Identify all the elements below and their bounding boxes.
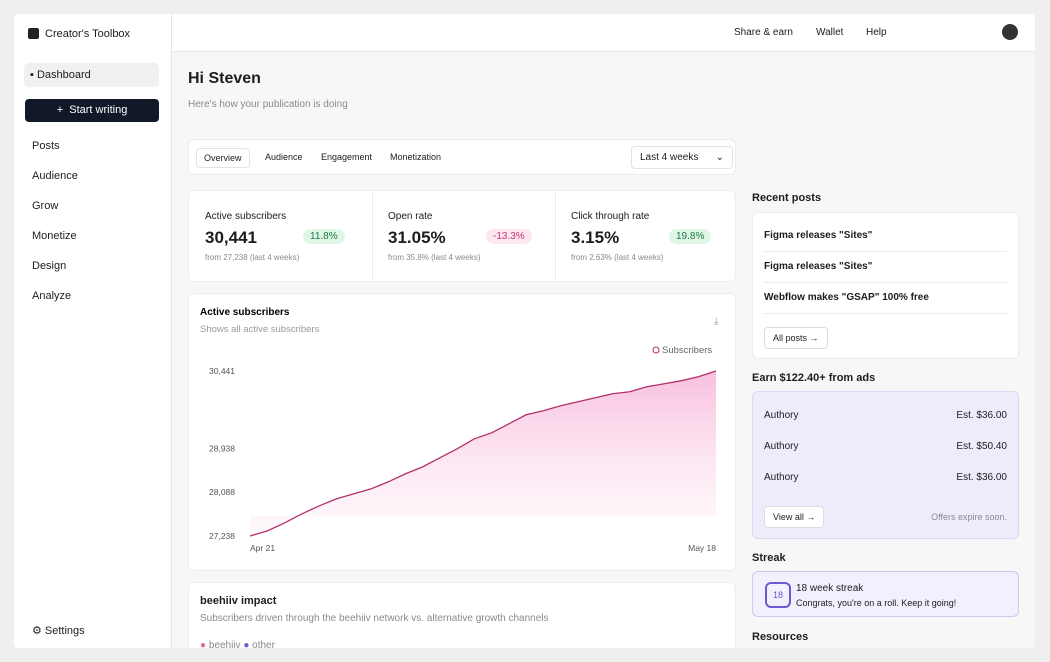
all-posts-button[interactable]: All posts → <box>764 327 828 349</box>
nav-label: Dashboard <box>36 69 91 81</box>
stat-value: 3.15% <box>571 228 620 247</box>
app: Creator's Toolbox ▪ Dashboard + Start wr… <box>14 14 1035 648</box>
top-link[interactable]: Wallet <box>816 27 844 38</box>
y-tick-label: 27,238 <box>209 531 235 541</box>
chart-subtitle: Shows all active subscribers <box>200 324 320 335</box>
button-label: Start writing <box>69 104 128 116</box>
stat-label: Open rate <box>388 211 433 222</box>
x-tick-label: May 18 <box>688 543 716 553</box>
divider <box>555 191 556 281</box>
post-title[interactable]: Figma releases "Sites" <box>764 230 873 241</box>
nav-item[interactable]: Posts <box>32 140 60 152</box>
tabs: Overview Audience Engagement Monetization L… <box>188 139 736 175</box>
top-link[interactable]: Help <box>866 27 887 38</box>
section-title: Streak <box>752 552 786 564</box>
nav-item[interactable]: Grow <box>32 200 59 212</box>
legend-item: other <box>252 640 275 648</box>
workspace-name: Creator's Toolbox <box>45 28 131 40</box>
tab[interactable]: Audience <box>265 152 303 162</box>
nav-settings[interactable]: ⚙ Settings <box>32 625 85 637</box>
x-tick-label: Apr 21 <box>250 543 275 553</box>
tab[interactable]: Monetization <box>390 152 442 162</box>
line <box>249 370 717 537</box>
post-title[interactable]: Figma releases "Sites" <box>764 261 873 272</box>
tab[interactable]: Overview <box>196 148 250 168</box>
streak-card: 18 18 week streak Congrats, you're on a … <box>752 571 1019 617</box>
y-tick-label: 28,088 <box>209 487 235 497</box>
impact-legend: ● beehiiv ● other <box>200 640 275 648</box>
button-label: All posts <box>773 333 808 343</box>
divider <box>764 282 1007 283</box>
range-select[interactable]: Last 4 weeks ⌄ <box>631 146 733 169</box>
ad-name: Authory <box>764 441 799 452</box>
divider <box>372 191 373 281</box>
recent-posts: Figma releases "Sites" Figma releases "Si… <box>752 212 1019 359</box>
divider <box>764 313 1007 314</box>
chart: Active subscribers Shows all active subsc… <box>200 307 719 553</box>
legend-label: Subscribers <box>662 345 712 356</box>
section-title: Recent posts <box>752 192 822 204</box>
tab[interactable]: Engagement <box>321 152 373 162</box>
legend-swatch <box>652 346 660 354</box>
section-title: Earn $122.40+ from ads <box>752 372 876 384</box>
nav-item[interactable]: Design <box>32 260 67 272</box>
streak-heading: 18 week streak <box>796 583 864 594</box>
chart-title: Active subscribers <box>200 307 290 318</box>
impact-subtitle: Subscribers driven through the beehiiv n… <box>200 613 549 624</box>
legend-item: beehiiv <box>208 640 241 648</box>
nav-dashboard[interactable]: ▪ Dashboard <box>24 63 159 87</box>
area <box>250 371 716 536</box>
stats-card: Active subscribers 30,441 11.8% from 27,238… <box>188 190 736 282</box>
ad-est: Est. $50.40 <box>956 441 1007 452</box>
ad-est: Est. $36.00 <box>956 472 1007 483</box>
workspace[interactable]: Creator's Toolbox <box>28 28 130 40</box>
download-icon: ⤓ <box>714 316 719 327</box>
sidebar: Creator's Toolbox ▪ Dashboard + Start wr… <box>14 14 172 648</box>
y-tick-label: 28,938 <box>209 443 235 453</box>
impact-title: beehiiv impact <box>200 595 277 607</box>
divider <box>764 251 1007 252</box>
ads-card: Authory Est. $36.00 Authory Est. $50.40 Auth… <box>752 391 1019 539</box>
nav-item[interactable]: Analyze <box>32 290 72 302</box>
nav-item[interactable]: Audience <box>32 170 78 182</box>
stat-change: 19.8% <box>669 229 712 244</box>
stat-label: Active subscribers <box>205 211 287 222</box>
ads-note: Offers expire soon. <box>931 512 1007 522</box>
stat-from: from 2.63% (last 4 weeks) <box>571 253 664 262</box>
streak-badge: 18 <box>765 582 791 608</box>
stat-value: 30,441 <box>205 228 257 247</box>
section-title: Resources <box>752 631 809 643</box>
chart-card: Active subscribers Shows all active subsc… <box>188 293 736 571</box>
range-label: Last 4 weeks <box>640 152 699 163</box>
ad-name: Authory <box>764 410 799 421</box>
nav-item[interactable]: Monetize <box>32 230 77 242</box>
stat-from: from 35.8% (last 4 weeks) <box>388 253 481 262</box>
topbar: Share & earn Wallet Help <box>172 14 1035 52</box>
ad-est: Est. $36.00 <box>956 410 1007 421</box>
stat-from: from 27,238 (last 4 weeks) <box>205 253 300 262</box>
subtitle: Here's how your publication is doing <box>188 99 348 110</box>
stat-label: Click through rate <box>571 211 650 222</box>
top-link[interactable]: Share & earn <box>734 27 793 38</box>
nav-label: Settings <box>44 625 85 637</box>
button-label: View all <box>773 512 804 522</box>
stat-change: 11.8% <box>303 229 345 244</box>
greeting: Hi Steven <box>188 70 261 87</box>
y-tick-label: 30,441 <box>209 366 235 376</box>
stat-value: 31.05% <box>388 228 446 247</box>
avatar[interactable] <box>1002 24 1018 40</box>
start-writing-button[interactable]: + Start writing <box>25 99 159 122</box>
view-all-button[interactable]: View all → <box>764 506 825 528</box>
streak-text: Congrats, you're on a roll. Keep it goin… <box>796 598 957 608</box>
impact-card: beehiiv impact Subscribers driven throug… <box>188 582 736 648</box>
ad-name: Authory <box>764 472 799 483</box>
stat-change: -13.3% <box>486 229 532 244</box>
post-title[interactable]: Webflow makes "GSAP" 100% free <box>764 292 929 303</box>
